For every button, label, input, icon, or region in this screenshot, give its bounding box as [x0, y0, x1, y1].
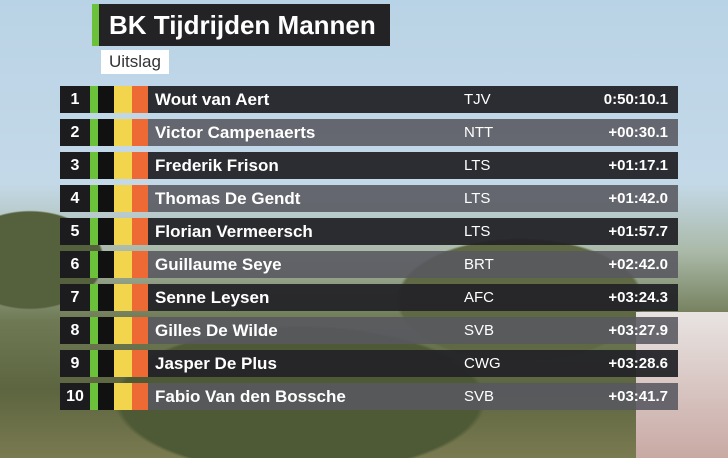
flag-black-stripe [98, 284, 114, 311]
rank: 4 [60, 185, 90, 212]
rider-name: Frederik Frison [155, 155, 279, 175]
flag-green-stripe [90, 251, 98, 278]
flag-yellow-stripe [114, 218, 132, 245]
flag-green-stripe [90, 383, 98, 410]
flag-black-stripe [98, 119, 114, 146]
flag-red-stripe [132, 383, 148, 410]
flag-red-stripe [132, 350, 148, 377]
finish-time: +01:42.0 [608, 190, 668, 207]
flag-black-stripe [98, 218, 114, 245]
team-code: NTT [464, 124, 494, 141]
finish-time: +01:17.1 [608, 157, 668, 174]
team-code: TJV [464, 91, 491, 108]
result-row: 9 Jasper De Plus CWG +03:28.6 [60, 350, 678, 377]
rider-name: Fabio Van den Bossche [155, 386, 346, 406]
flag-yellow-stripe [114, 86, 132, 113]
rank: 2 [60, 119, 90, 146]
flag-yellow-stripe [114, 350, 132, 377]
flag-green-stripe [90, 317, 98, 344]
flag-yellow-stripe [114, 185, 132, 212]
finish-time: +01:57.7 [608, 223, 668, 240]
finish-time: +03:41.7 [608, 388, 668, 405]
result-row: 4 Thomas De Gendt LTS +01:42.0 [60, 185, 678, 212]
finish-time: +00:30.1 [608, 124, 668, 141]
flag-green-stripe [90, 152, 98, 179]
rider-name: Senne Leysen [155, 287, 270, 307]
finish-time: +02:42.0 [608, 256, 668, 273]
team-code: CWG [464, 355, 501, 372]
flag-black-stripe [98, 317, 114, 344]
result-row: 8 Gilles De Wilde SVB +03:27.9 [60, 317, 678, 344]
rank: 8 [60, 317, 90, 344]
flag-yellow-stripe [114, 383, 132, 410]
team-code: LTS [464, 190, 491, 207]
flag-green-stripe [90, 218, 98, 245]
result-row: 2 Victor Campenaerts NTT +00:30.1 [60, 119, 678, 146]
result-row: 3 Frederik Frison LTS +01:17.1 [60, 152, 678, 179]
flag-green-stripe [90, 350, 98, 377]
rank: 9 [60, 350, 90, 377]
flag-red-stripe [132, 185, 148, 212]
flag-red-stripe [132, 119, 148, 146]
flag-black-stripe [98, 185, 114, 212]
rider-name: Victor Campenaerts [155, 122, 316, 142]
team-code: SVB [464, 322, 495, 339]
result-row: 6 Guillaume Seye BRT +02:42.0 [60, 251, 678, 278]
flag-green-stripe [90, 119, 98, 146]
rank: 7 [60, 284, 90, 311]
flag-red-stripe [132, 284, 148, 311]
flag-yellow-stripe [114, 251, 132, 278]
finish-time: +03:24.3 [608, 289, 668, 306]
result-row: 1 Wout van Aert TJV 0:50:10.1 [60, 86, 678, 113]
flag-red-stripe [132, 251, 148, 278]
team-code: LTS [464, 157, 491, 174]
flag-green-stripe [90, 284, 98, 311]
result-row: 10 Fabio Van den Bossche SVB +03:41.7 [60, 383, 678, 410]
rider-name: Gilles De Wilde [155, 320, 278, 340]
rank: 10 [60, 383, 90, 410]
flag-red-stripe [132, 218, 148, 245]
graphic-title: BK Tijdrijden Mannen [92, 4, 390, 46]
flag-red-stripe [132, 152, 148, 179]
flag-green-stripe [90, 86, 98, 113]
team-code: LTS [464, 223, 491, 240]
rank: 5 [60, 218, 90, 245]
finish-time: +03:28.6 [608, 355, 668, 372]
flag-black-stripe [98, 251, 114, 278]
finish-time: +03:27.9 [608, 322, 668, 339]
flag-yellow-stripe [114, 317, 132, 344]
flag-yellow-stripe [114, 284, 132, 311]
finish-time: 0:50:10.1 [603, 91, 668, 108]
rider-name: Thomas De Gendt [155, 188, 301, 208]
team-code: SVB [464, 388, 495, 405]
team-code: AFC [464, 289, 494, 306]
rank: 3 [60, 152, 90, 179]
result-row: 7 Senne Leysen AFC +03:24.3 [60, 284, 678, 311]
flag-black-stripe [98, 152, 114, 179]
flag-red-stripe [132, 86, 148, 113]
team-code: BRT [464, 256, 494, 273]
flag-yellow-stripe [114, 119, 132, 146]
flag-yellow-stripe [114, 152, 132, 179]
flag-black-stripe [98, 86, 114, 113]
flag-black-stripe [98, 350, 114, 377]
rider-name: Guillaume Seye [155, 254, 282, 274]
rank: 1 [60, 86, 90, 113]
result-row: 5 Florian Vermeersch LTS +01:57.7 [60, 218, 678, 245]
rank: 6 [60, 251, 90, 278]
flag-black-stripe [98, 383, 114, 410]
flag-green-stripe [90, 185, 98, 212]
rider-name: Florian Vermeersch [155, 221, 313, 241]
graphic-subtitle: Uitslag [101, 50, 169, 74]
rider-name: Wout van Aert [155, 89, 270, 109]
rider-name: Jasper De Plus [155, 353, 277, 373]
flag-red-stripe [132, 317, 148, 344]
